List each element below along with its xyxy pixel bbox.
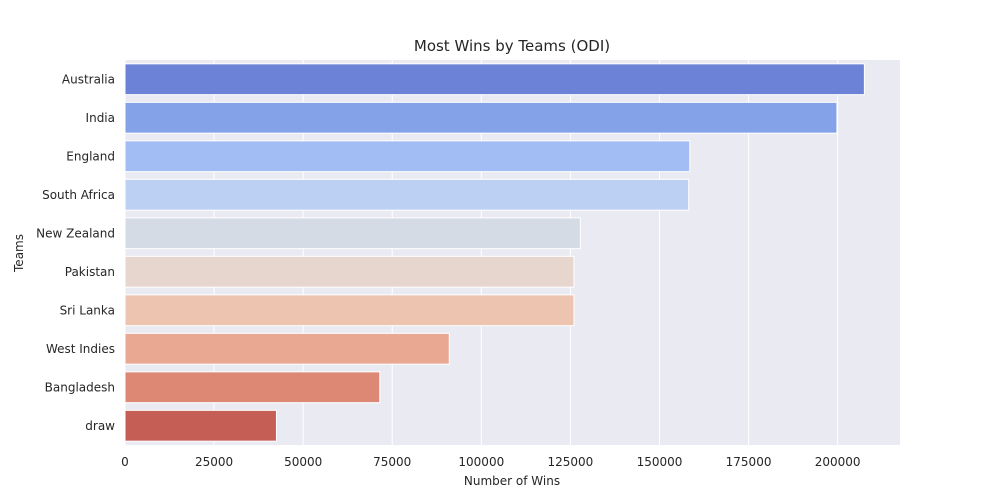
y-tick-label: West Indies [46, 342, 115, 356]
y-tick-label: Australia [62, 72, 115, 86]
y-tick-labels: Australia India England South Africa New Zea… [36, 72, 115, 433]
x-tick-label: 50000 [284, 455, 322, 469]
bar-england [124, 140, 691, 173]
bar-new-zealand [124, 217, 581, 250]
chart-title: Most Wins by Teams (ODI) [414, 37, 610, 55]
y-tick-label: New Zealand [36, 226, 115, 240]
bar-west-indies [124, 332, 450, 365]
x-tick-label: 75000 [373, 455, 411, 469]
bar-bangladesh [124, 371, 381, 404]
x-tick-labels: 0 25000 50000 75000 100000 125000 150000 175000… [121, 455, 860, 469]
bar-south-africa [124, 178, 690, 211]
x-tick-label: 100000 [458, 455, 504, 469]
bar-draw [124, 409, 277, 442]
y-tick-label: England [66, 149, 115, 163]
bars [124, 63, 865, 442]
x-tick-label: 125000 [547, 455, 593, 469]
y-tick-label: Sri Lanka [60, 303, 115, 317]
x-tick-label: 0 [121, 455, 129, 469]
x-tick-label: 150000 [637, 455, 683, 469]
y-axis-label: Teams [12, 234, 26, 273]
y-tick-label: draw [85, 419, 115, 433]
bar-india [124, 101, 838, 134]
x-tick-label: 175000 [726, 455, 772, 469]
bar-sri-lanka [124, 294, 575, 327]
y-tick-label: South Africa [42, 188, 115, 202]
y-tick-label: India [86, 111, 115, 125]
bar-australia [124, 63, 865, 96]
x-tick-label: 200000 [815, 455, 861, 469]
y-tick-label: Bangladesh [45, 380, 115, 394]
x-axis-label: Number of Wins [464, 474, 560, 488]
y-tick-label: Pakistan [65, 265, 115, 279]
x-tick-label: 25000 [195, 455, 233, 469]
bar-pakistan [124, 255, 575, 288]
